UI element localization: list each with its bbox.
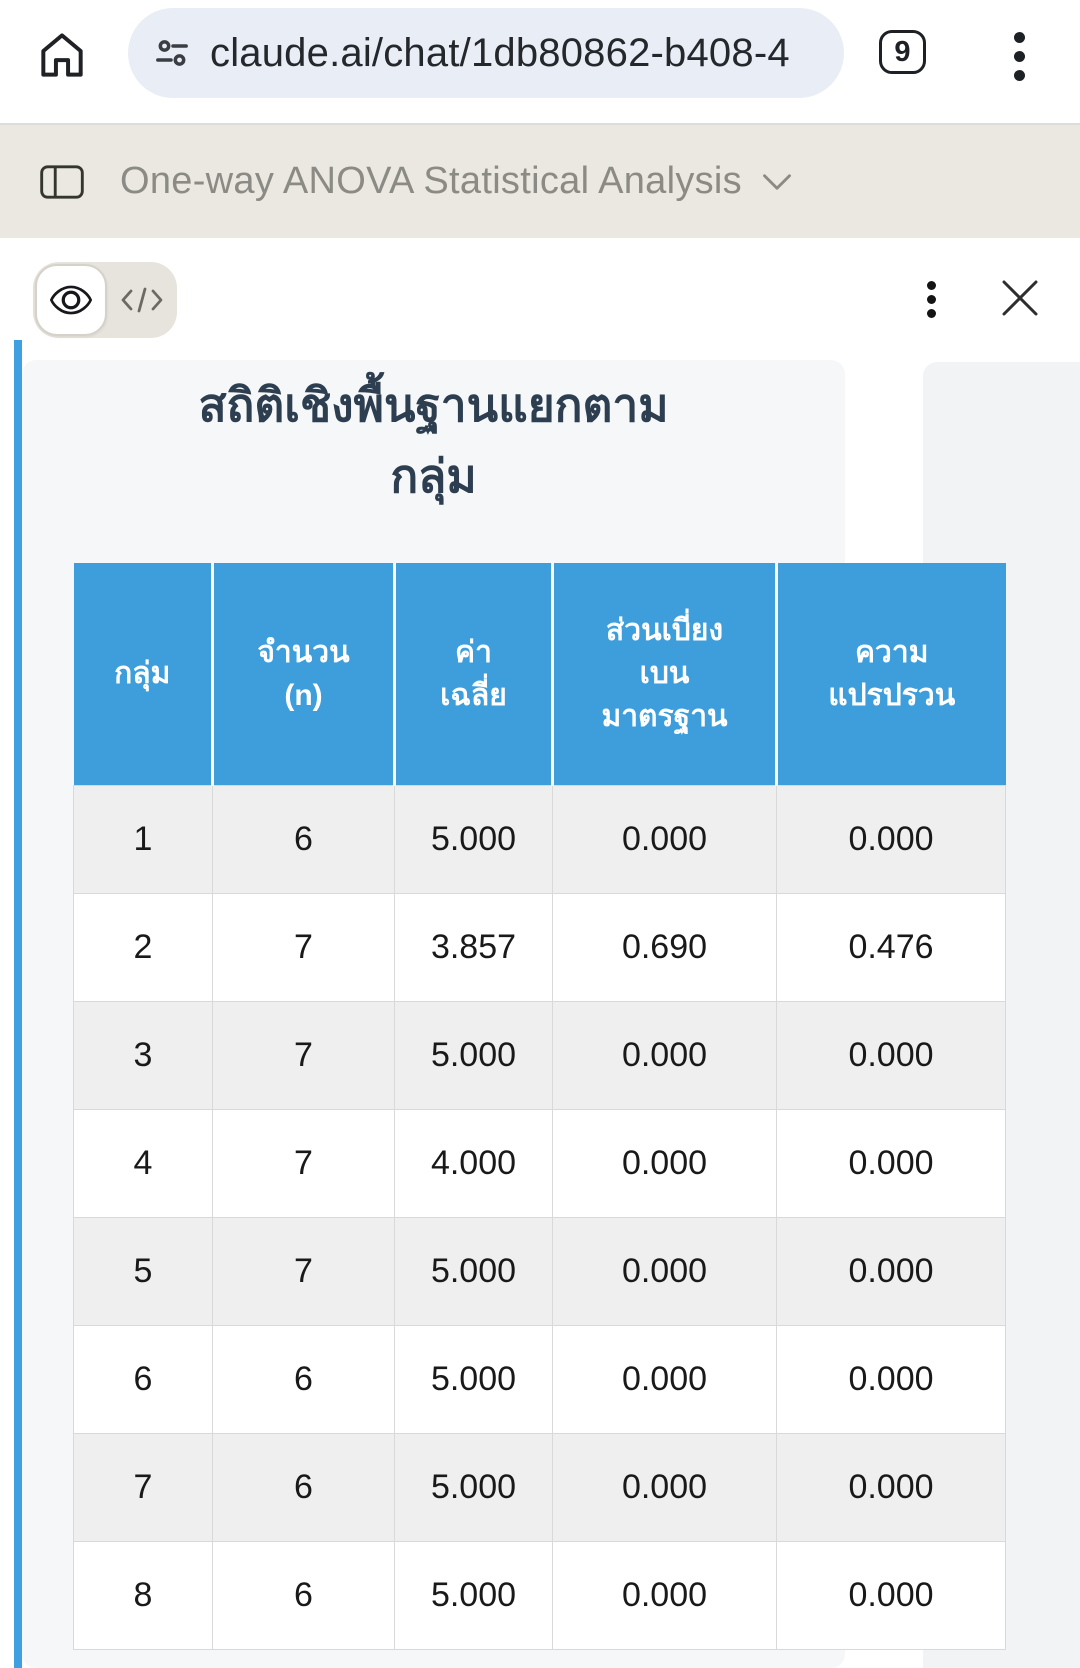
tab-switcher-button[interactable]: 9: [879, 30, 926, 74]
table-cell: 5.000: [394, 1540, 553, 1650]
code-toggle-button[interactable]: [107, 282, 177, 318]
kebab-dot: [1014, 70, 1025, 81]
table-cell: 0.000: [552, 1000, 777, 1110]
artifact-close-button[interactable]: [1000, 278, 1040, 318]
table-cell: 5.000: [394, 1216, 553, 1326]
artifact-menu-button[interactable]: [927, 281, 936, 318]
table-cell: 0.000: [776, 784, 1006, 894]
table-cell: 0.000: [552, 1432, 777, 1542]
url-text: claude.ai/chat/1db80862-b408-4: [210, 30, 790, 75]
table-row: 2 7 3.857 0.690 0.476: [73, 892, 1006, 1002]
table-cell: 6: [73, 1324, 213, 1434]
table-row: 5 7 5.000 0.000 0.000: [73, 1216, 1006, 1326]
sidebar-toggle-button[interactable]: [40, 164, 84, 199]
tab-count: 9: [894, 35, 911, 68]
kebab-dot: [1014, 32, 1025, 43]
home-button[interactable]: [34, 26, 90, 84]
table-cell: 5.000: [394, 1000, 553, 1110]
table-row: 8 6 5.000 0.000 0.000: [73, 1540, 1006, 1650]
table-row: 7 6 5.000 0.000 0.000: [73, 1432, 1006, 1542]
home-icon: [41, 33, 83, 77]
kebab-dot: [927, 295, 936, 304]
table-cell: 7: [212, 1000, 395, 1110]
table-cell: 0.000: [552, 1324, 777, 1434]
table-header: กลุ่ม จำนวน (n) ค่า เฉลี่ย ส่วนเบี่ยง เบ…: [73, 563, 1006, 785]
table-row: 4 7 4.000 0.000 0.000: [73, 1108, 1006, 1218]
table-cell: 0.000: [776, 1432, 1006, 1542]
section-title: สถิติเชิงพื้นฐานแยกตาม กลุ่ม: [198, 379, 669, 503]
table-row: 3 7 5.000 0.000 0.000: [73, 1000, 1006, 1110]
artifact-toolbar: [0, 238, 1080, 355]
eye-icon: [49, 285, 93, 315]
kebab-dot: [927, 281, 936, 290]
close-icon: [1002, 280, 1038, 316]
table-cell: 0.000: [776, 1324, 1006, 1434]
table-cell: 7: [212, 1108, 395, 1218]
table-body: 1 6 5.000 0.000 0.000 2 7 3.857 0.690 0.476 3 7 5.00…: [73, 784, 1006, 1650]
accent-scroll-bar: [14, 340, 22, 1668]
chat-header: One-way ANOVA Statistical Analysis: [0, 123, 1080, 238]
table-cell: 6: [212, 1324, 395, 1434]
col-header-sd: ส่วนเบี่ยง เบน มาตรฐาน: [551, 563, 777, 785]
table-cell: 0.690: [552, 892, 777, 1002]
table-cell: 0.000: [552, 784, 777, 894]
chat-title-dropdown[interactable]: One-way ANOVA Statistical Analysis: [120, 160, 792, 203]
table-cell: 4: [73, 1108, 213, 1218]
col-header-mean: ค่า เฉลี่ย: [393, 563, 553, 785]
group-statistics-table: กลุ่ม จำนวน (n) ค่า เฉลี่ย ส่วนเบี่ยง เบ…: [73, 563, 1006, 1650]
table-cell: 0.000: [552, 1108, 777, 1218]
table-cell: 3.857: [394, 892, 553, 1002]
table-cell: 5: [73, 1216, 213, 1326]
table-cell: 0.000: [552, 1216, 777, 1326]
table-cell: 0.000: [776, 1000, 1006, 1110]
table-cell: 2: [73, 892, 213, 1002]
col-header-group: กลุ่ม: [73, 563, 213, 785]
stats-table-container: กลุ่ม จำนวน (n) ค่า เฉลี่ย ส่วนเบี่ยง เบ…: [73, 563, 1006, 1650]
table-cell: 7: [73, 1432, 213, 1542]
code-icon: [121, 287, 163, 313]
chat-title: One-way ANOVA Statistical Analysis: [120, 160, 742, 202]
table-cell: 0.000: [552, 1540, 777, 1650]
table-cell: 7: [212, 892, 395, 1002]
preview-toggle-button[interactable]: [35, 264, 107, 336]
table-row: 6 6 5.000 0.000 0.000: [73, 1324, 1006, 1434]
table-cell: 6: [212, 784, 395, 894]
table-cell: 5.000: [394, 784, 553, 894]
table-cell: 8: [73, 1540, 213, 1650]
browser-toolbar: claude.ai/chat/1db80862-b408-4 9: [0, 0, 1080, 123]
browser-menu-button[interactable]: [1014, 32, 1025, 81]
table-cell: 5.000: [394, 1324, 553, 1434]
view-mode-toggle: [33, 262, 177, 338]
col-header-variance: ความ แปรปรวน: [775, 563, 1006, 785]
table-cell: 0.476: [776, 892, 1006, 1002]
table-cell: 5.000: [394, 1432, 553, 1542]
table-cell: 0.000: [776, 1540, 1006, 1650]
table-cell: 6: [212, 1540, 395, 1650]
table-cell: 7: [212, 1216, 395, 1326]
table-cell: 3: [73, 1000, 213, 1110]
chevron-down-icon: [763, 173, 791, 190]
kebab-dot: [927, 309, 936, 318]
table-cell: 1: [73, 784, 213, 894]
col-header-n: จำนวน (n): [211, 563, 395, 785]
table-cell: 0.000: [776, 1216, 1006, 1326]
table-cell: 0.000: [776, 1108, 1006, 1218]
table-cell: 6: [212, 1432, 395, 1542]
url-bar[interactable]: claude.ai/chat/1db80862-b408-4: [128, 8, 844, 98]
kebab-dot: [1014, 51, 1025, 62]
table-cell: 4.000: [394, 1108, 553, 1218]
table-row: 1 6 5.000 0.000 0.000: [73, 784, 1006, 894]
sidebar-icon: [40, 164, 84, 199]
site-settings-icon: [156, 40, 188, 66]
